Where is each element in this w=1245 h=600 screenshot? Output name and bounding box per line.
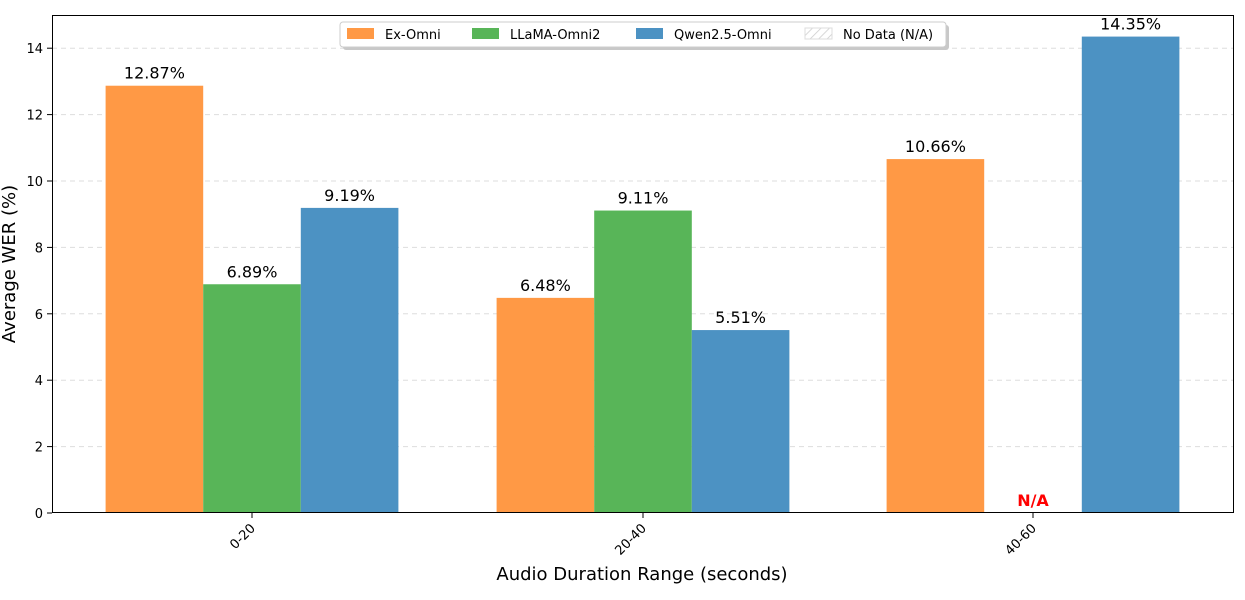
bar-value-label: 12.87%	[124, 64, 185, 83]
bar-value-label: 9.19%	[324, 186, 375, 205]
bar-value-label: 10.66%	[905, 137, 966, 156]
legend-entry-label: Qwen2.5-Omni	[674, 28, 772, 43]
bar-qwen2-5-omni-0-20	[300, 207, 399, 513]
y-tick-label: 14	[26, 42, 43, 57]
y-axis: 0 2 4 6 8 10 12 14	[26, 42, 52, 522]
x-tick-label: 0-20	[227, 521, 258, 552]
bar-qwen2-5-omni-20-40	[691, 330, 790, 513]
y-axis-label: Average WER (%)	[0, 185, 20, 343]
bar-qwen2-5-omni-40-60	[1081, 36, 1180, 514]
bar-value-label: 6.89%	[227, 262, 278, 281]
x-tick-label: 20-40	[613, 521, 650, 558]
legend-entry-label: No Data (N/A)	[843, 28, 933, 43]
legend-swatch	[804, 27, 833, 40]
legend-swatch	[472, 28, 499, 39]
y-tick-label: 2	[35, 441, 43, 456]
legend: Ex-Omni LLaMA-Omni2 Qwen2.5-Omni No Data (N…	[339, 21, 949, 50]
bar-ex-omni-0-20	[105, 85, 204, 513]
legend-swatch	[636, 28, 663, 39]
y-tick-label: 0	[35, 507, 43, 522]
bar-llama-omni2-0-20	[203, 284, 301, 513]
y-tick-label: 12	[26, 109, 43, 124]
y-tick-label: 8	[35, 241, 43, 256]
bar-value-label: 9.11%	[618, 189, 669, 208]
y-tick-label: 10	[26, 175, 43, 190]
bar-ex-omni-20-40	[496, 297, 595, 513]
bar-value-label: 6.48%	[520, 276, 571, 295]
bar-llama-omni2-20-40	[594, 210, 692, 513]
x-axis: 0-20 20-40 40-60	[227, 513, 1040, 559]
legend-swatch	[347, 28, 374, 39]
na-label: N/A	[1017, 491, 1049, 510]
y-tick-label: 6	[35, 308, 43, 323]
x-axis-label: Audio Duration Range (seconds)	[496, 564, 787, 585]
legend-entry-label: Ex-Omni	[385, 28, 441, 43]
bar-ex-omni-40-60	[886, 159, 985, 513]
legend-entry-label: LLaMA-Omni2	[510, 28, 600, 43]
bars	[105, 36, 1180, 514]
plot-area-frame	[52, 15, 1234, 513]
y-tick-label: 4	[35, 374, 43, 389]
data-labels: 12.87% 6.89% 9.19% 6.48% 9.11% 5.51% 10.66% N/A…	[124, 15, 1161, 510]
bar-value-label: 14.35%	[1100, 15, 1161, 34]
bar-value-label: 5.51%	[715, 308, 766, 327]
x-tick-label: 40-60	[1003, 521, 1040, 558]
grid	[52, 47, 1234, 448]
